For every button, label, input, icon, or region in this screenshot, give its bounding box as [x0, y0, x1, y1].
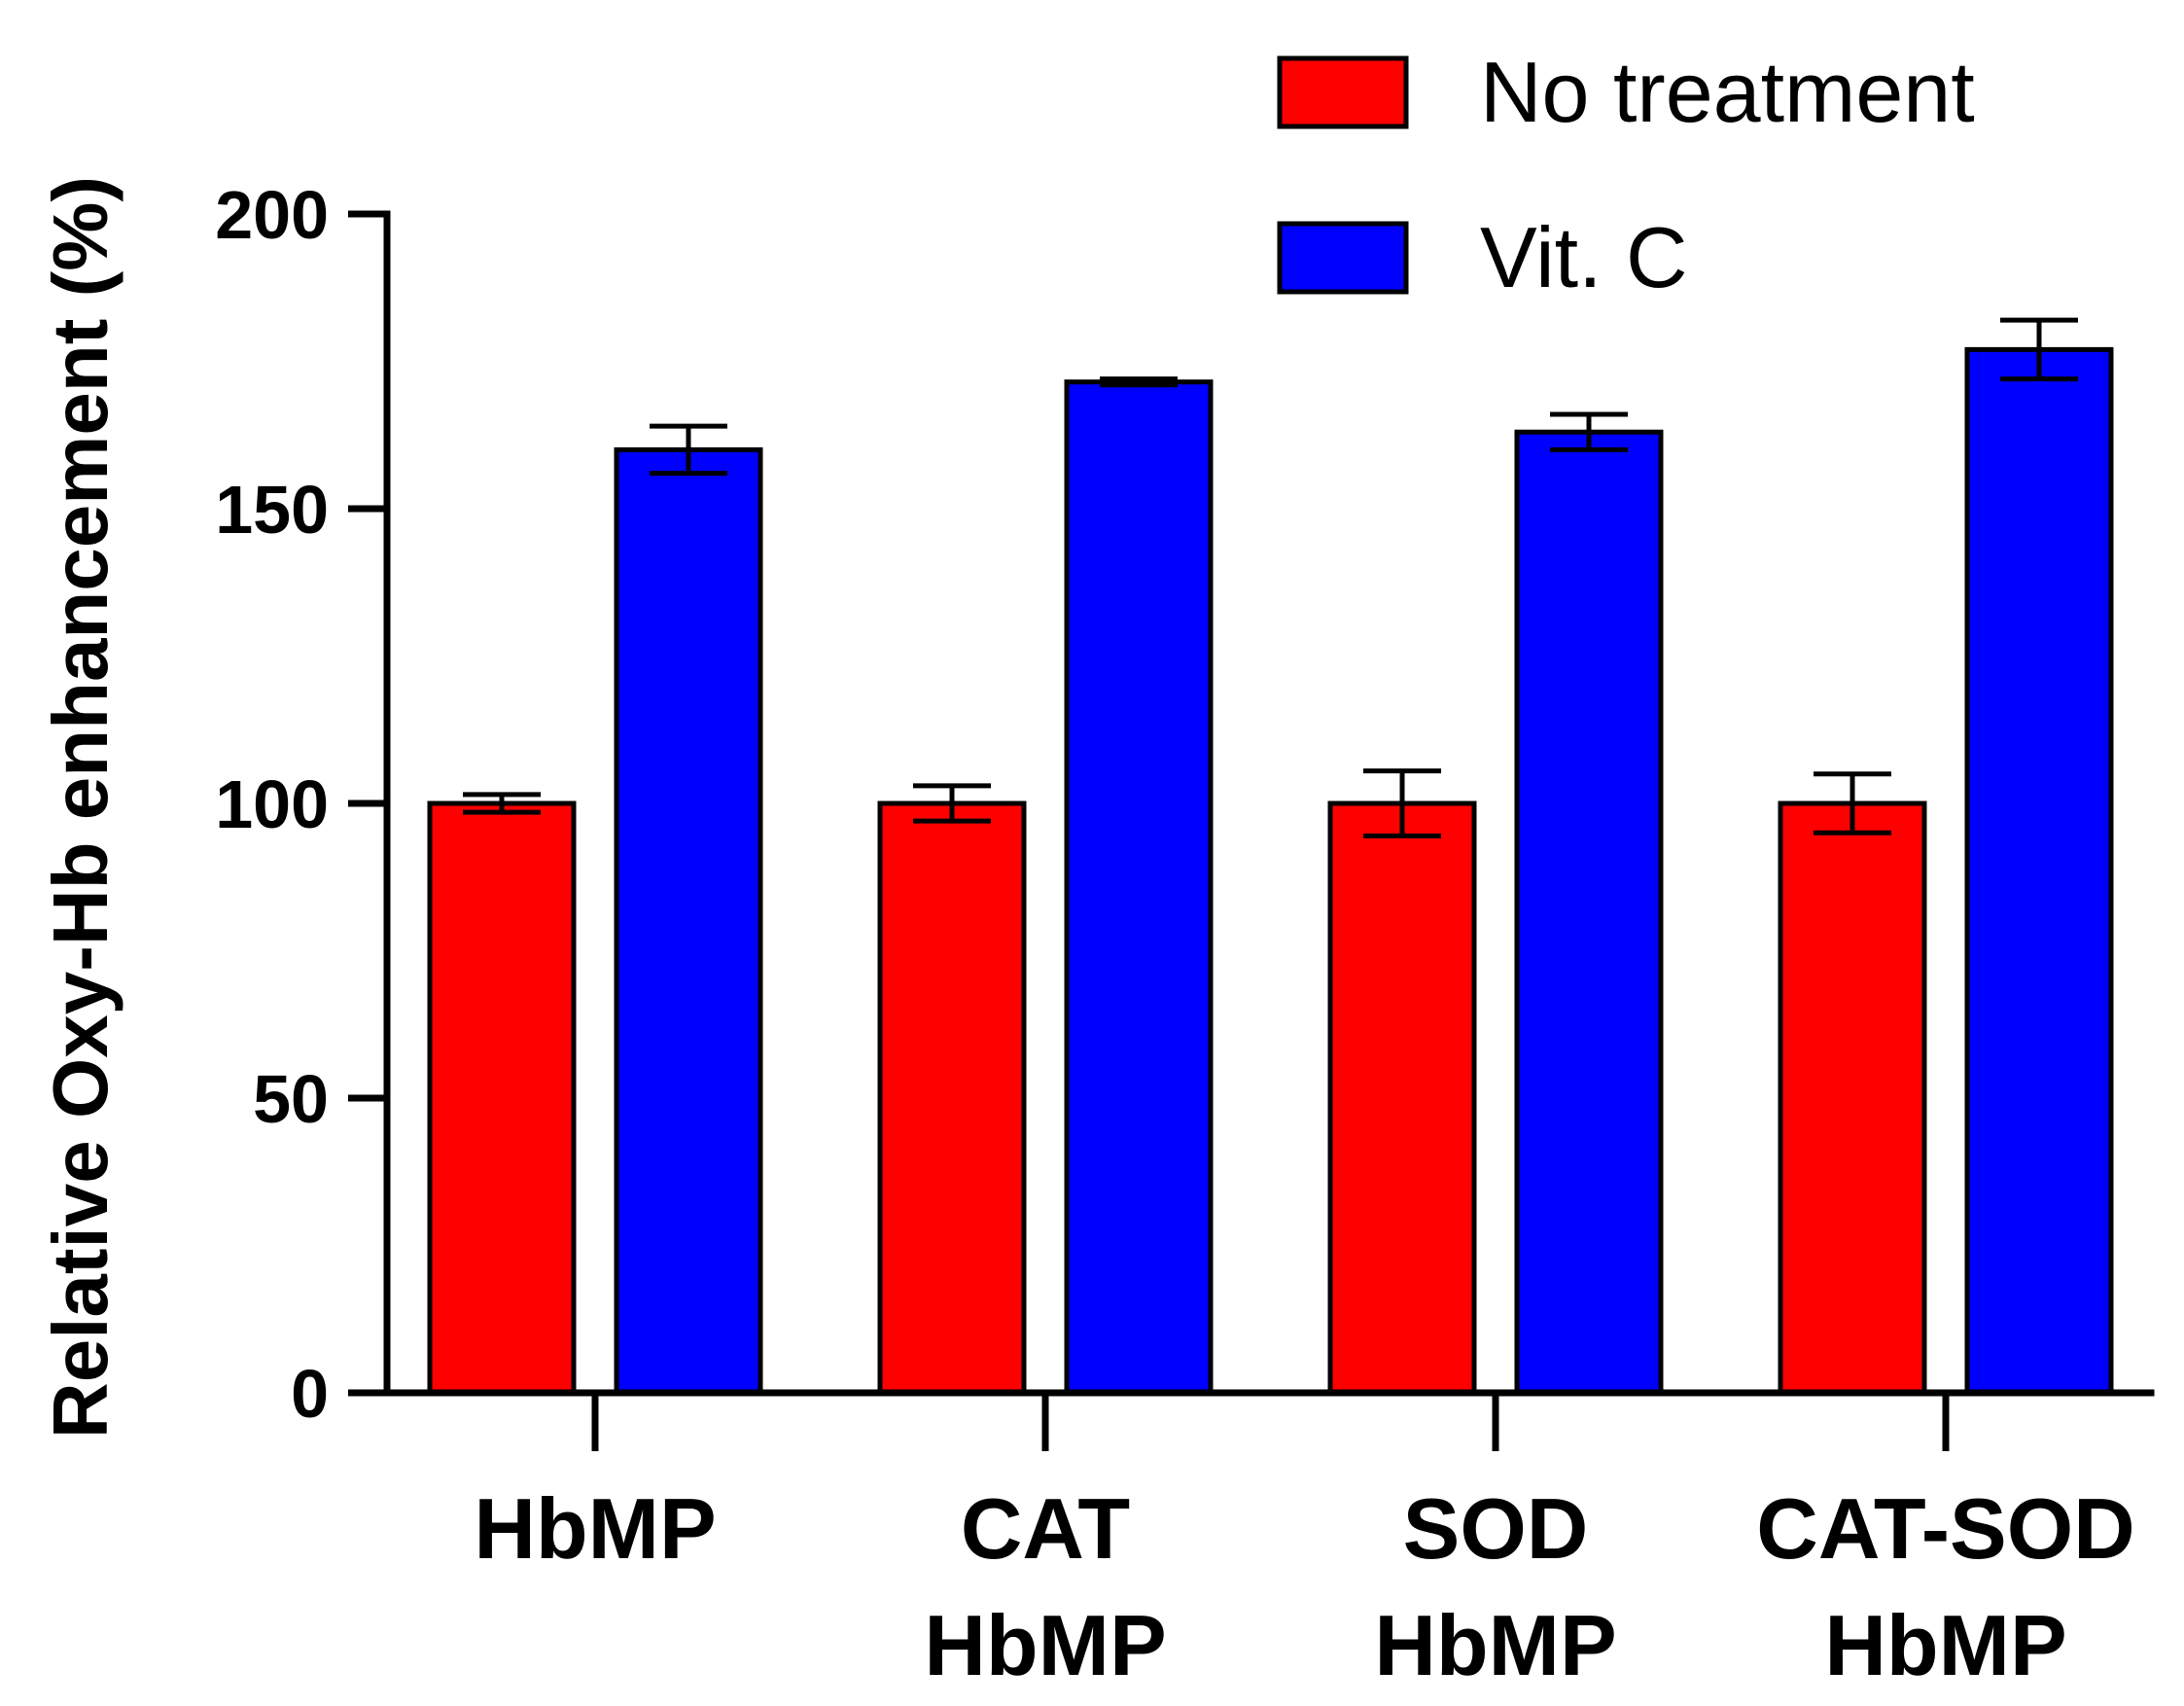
x-tick-label-3-0: CAT-SOD	[1756, 1480, 2134, 1577]
legend: No treatment Vit. C	[1277, 44, 1975, 305]
error-bar-no-treatment-0	[463, 792, 541, 815]
y-tick-label-100: 100	[215, 766, 329, 842]
error-bar-vit-c-3	[2000, 317, 2078, 382]
error-bar-vit-c-0	[650, 423, 727, 477]
x-tick-label-3-1: HbMP	[1824, 1597, 2066, 1693]
x-tick-label-2-0: SOD	[1403, 1480, 1589, 1577]
bar-no-treatment-3	[1778, 800, 1927, 1396]
legend-swatch-no-treatment	[1277, 55, 1409, 129]
y-tick-label-150: 150	[215, 472, 329, 548]
x-tick-label-1-0: CAT	[961, 1480, 1130, 1577]
legend-label-no-treatment: No treatment	[1480, 44, 1975, 140]
y-ticks-group: 0 50 100 150 200	[215, 177, 387, 1432]
y-tick-label-0: 0	[291, 1356, 329, 1432]
legend-label-vit-c: Vit. C	[1480, 209, 1688, 305]
x-tick-label-2-1: HbMP	[1374, 1597, 1616, 1693]
y-tick-label-50: 50	[253, 1061, 329, 1137]
bar-no-treatment-0	[427, 800, 577, 1396]
bar-vit-c-0	[614, 446, 763, 1396]
error-bar-vit-c-2	[1550, 411, 1628, 452]
bar-vit-c-1	[1064, 379, 1214, 1396]
bar-no-treatment-1	[877, 800, 1027, 1396]
bar-vit-c-3	[1964, 346, 2114, 1396]
error-bar-no-treatment-2	[1363, 768, 1441, 838]
y-tick-label-200: 200	[215, 177, 329, 253]
y-axis-label: Relative Oxy-Hb enhancement (%)	[37, 176, 123, 1439]
x-tick-label-0-0: HbMP	[474, 1480, 716, 1577]
bar-no-treatment-2	[1327, 800, 1477, 1396]
error-bar-no-treatment-1	[913, 783, 991, 824]
bars-group	[427, 346, 2114, 1396]
error-bars-group	[463, 317, 2078, 838]
x-ticks-group: HbMP CAT HbMP SOD HbMP CAT-SOD HbMP	[474, 1393, 2135, 1693]
error-bar-no-treatment-3	[1814, 771, 1891, 835]
error-bar-vit-c-1	[1100, 376, 1178, 388]
legend-swatch-vit-c	[1277, 221, 1409, 295]
bar-vit-c-2	[1514, 429, 1664, 1396]
x-tick-label-1-1: HbMP	[924, 1597, 1166, 1693]
